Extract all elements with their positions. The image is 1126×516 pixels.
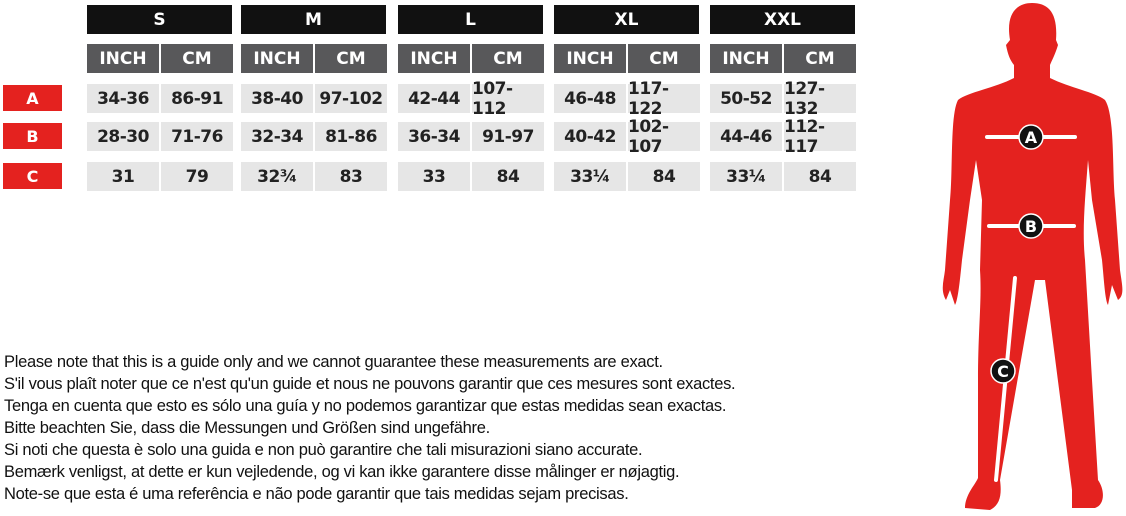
table-cell: 91-97 [472, 122, 544, 151]
table-cell: 40-42 [554, 122, 626, 151]
unit-header-inch: INCH [710, 44, 782, 73]
body-silhouette [942, 3, 1123, 510]
table-cell: 28-30 [87, 122, 159, 151]
unit-header-inch: INCH [87, 44, 159, 73]
table-cell: 46-48 [554, 84, 626, 113]
marker-b: B [1018, 213, 1044, 239]
table-cell: 84 [784, 162, 856, 191]
unit-header-inch: INCH [241, 44, 313, 73]
note-italian: Si noti che questa è solo una guida e no… [4, 441, 643, 459]
unit-header-cm: CM [315, 44, 387, 73]
row-label-c: C [3, 163, 62, 189]
svg-text:C: C [997, 362, 1009, 381]
table-cell: 34-36 [87, 84, 159, 113]
unit-header-cm: CM [472, 44, 544, 73]
unit-header-cm: CM [628, 44, 700, 73]
note-spanish: Tenga en cuenta que esto es sólo una guí… [4, 397, 727, 415]
table-cell: 31 [87, 162, 159, 191]
table-cell: 38-40 [241, 84, 313, 113]
table-cell: 112-117 [784, 117, 856, 157]
table-cell: 33¼ [710, 162, 782, 191]
table-cell: 83 [315, 162, 387, 191]
disclaimer-notes: Please note that this is a guide only an… [4, 351, 736, 505]
size-header-l: L [398, 5, 543, 34]
table-cell: 44-46 [710, 122, 782, 151]
size-header-s: S [87, 5, 232, 34]
table-cell: 127-132 [784, 79, 856, 119]
table-cell: 107-112 [472, 79, 544, 119]
note-danish: Bemærk venligst, at dette er kun vejlede… [4, 463, 680, 481]
unit-header-inch: INCH [398, 44, 470, 73]
table-cell: 86-91 [161, 84, 233, 113]
svg-text:B: B [1025, 217, 1037, 236]
row-label-b: B [3, 123, 62, 149]
svg-text:A: A [1025, 128, 1038, 147]
table-cell: 36-34 [398, 122, 470, 151]
note-german: Bitte beachten Sie, dass die Messungen u… [4, 419, 490, 437]
table-cell: 81-86 [315, 122, 387, 151]
table-cell: 50-52 [710, 84, 782, 113]
size-header-xxl: XXL [710, 5, 855, 34]
table-cell: 32-34 [241, 122, 313, 151]
note-portuguese: Note-se que esta é uma referência e não … [4, 485, 629, 503]
table-cell: 33 [398, 162, 470, 191]
table-cell: 79 [161, 162, 233, 191]
unit-header-inch: INCH [554, 44, 626, 73]
note-french: S'il vous plaît noter que ce n'est qu'un… [4, 375, 736, 393]
size-header-xl: XL [554, 5, 699, 34]
table-cell: 42-44 [398, 84, 470, 113]
table-cell: 32¾ [241, 162, 313, 191]
unit-header-cm: CM [784, 44, 856, 73]
marker-a: A [1018, 124, 1044, 150]
note-english: Please note that this is a guide only an… [4, 353, 663, 371]
unit-header-cm: CM [161, 44, 233, 73]
size-header-m: M [241, 5, 386, 34]
table-cell: 71-76 [161, 122, 233, 151]
table-cell: 33¼ [554, 162, 626, 191]
table-cell: 117-122 [628, 79, 700, 119]
row-label-a: A [3, 85, 62, 111]
marker-c: C [990, 358, 1016, 384]
table-cell: 97-102 [315, 84, 387, 113]
table-cell: 84 [628, 162, 700, 191]
table-cell: 84 [472, 162, 544, 191]
